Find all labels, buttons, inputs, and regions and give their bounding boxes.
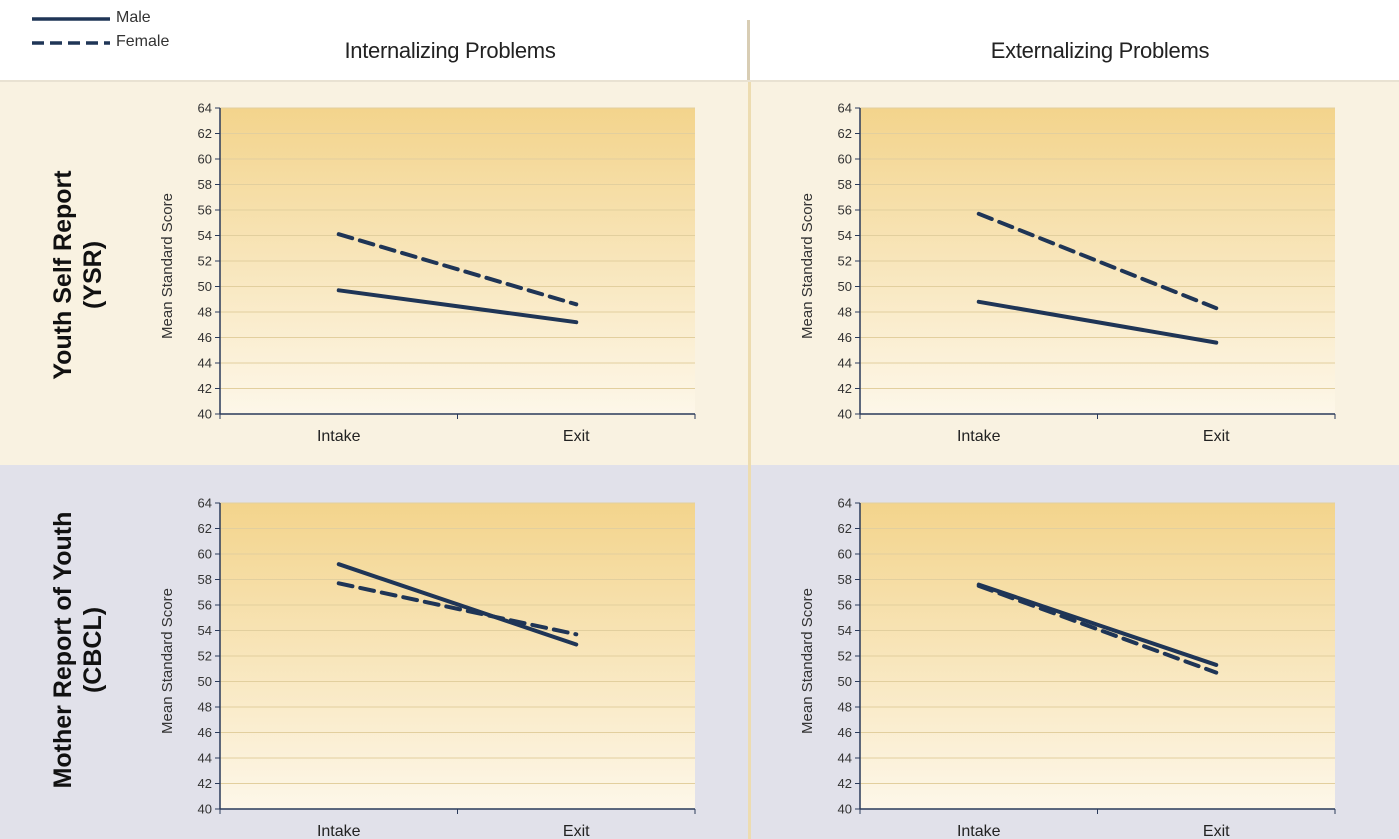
y-tick-label: 62 xyxy=(198,126,212,141)
y-tick-label: 44 xyxy=(198,751,212,766)
y-tick-label: 56 xyxy=(838,203,852,218)
legend-swatch-solid xyxy=(32,17,110,21)
y-tick-label: 46 xyxy=(198,725,212,740)
y-tick-label: 50 xyxy=(198,674,212,689)
legend: Male Female xyxy=(30,8,190,52)
y-tick-label: 58 xyxy=(838,177,852,192)
chart-panel-ysr-externalizing: Mean Standard Score 40 42 44 46 48 50 52 54 56 58… xyxy=(790,95,1350,455)
chart-plot-ysr-externalizing: 40 42 44 46 48 50 52 54 56 58 60 62 64 Intake Exit xyxy=(838,101,1336,445)
y-tick-label: 44 xyxy=(198,356,212,371)
series-line-male xyxy=(336,288,579,325)
y-tick-label: 54 xyxy=(198,228,212,243)
y-tick-label: 48 xyxy=(838,305,852,320)
chart-plot-cbcl-externalizing: 40 42 44 46 48 50 52 54 56 58 60 62 64 Intake Exit xyxy=(838,496,1336,839)
x-tick-label-exit: Exit xyxy=(563,428,590,445)
chart-panel-ysr-internalizing: Mean Standard Score 40 42 44 46 48 50 52 54 56 58… xyxy=(150,95,710,455)
row-label-cbcl-line1: Mother Report of Youth xyxy=(49,511,77,789)
y-tick-label: 62 xyxy=(198,521,212,536)
series-line-male xyxy=(336,562,579,647)
y-tick-label: 50 xyxy=(198,279,212,294)
y-tick-label: 42 xyxy=(838,381,852,396)
x-tick-label-intake: Intake xyxy=(957,428,1001,445)
series-line-female xyxy=(976,583,1219,675)
y-tick-label: 42 xyxy=(198,776,212,791)
y-tick-label: 48 xyxy=(838,700,852,715)
legend-item-male: Male xyxy=(30,8,190,28)
y-tick-label: 40 xyxy=(198,802,212,817)
row-label-cbcl: Mother Report of Youth (CBCL) xyxy=(48,495,112,805)
y-tick-label: 56 xyxy=(198,598,212,613)
y-tick-label: 60 xyxy=(838,152,852,167)
y-tick-label: 42 xyxy=(198,381,212,396)
y-tick-label: 64 xyxy=(198,496,212,511)
x-tick-label-exit: Exit xyxy=(1203,823,1230,839)
x-tick-label-intake: Intake xyxy=(317,428,361,445)
y-tick-label: 40 xyxy=(838,802,852,817)
series-line-female xyxy=(976,211,1219,311)
row-label-cbcl-line2: (CBCL) xyxy=(79,606,107,694)
y-tick-label: 44 xyxy=(838,356,852,371)
chart-panel-cbcl-externalizing: Mean Standard Score 40 42 44 46 48 50 52 54 56 58… xyxy=(790,490,1350,839)
column-header-externalizing: Externalizing Problems xyxy=(990,38,1210,63)
y-tick-label: 42 xyxy=(838,776,852,791)
y-tick-label: 64 xyxy=(838,101,852,116)
column-header-internalizing: Internalizing Problems xyxy=(344,38,556,63)
x-tick-label-intake: Intake xyxy=(957,823,1001,839)
y-tick-label: 64 xyxy=(198,101,212,116)
y-tick-label: 58 xyxy=(198,572,212,587)
y-tick-label: 52 xyxy=(838,254,852,269)
legend-label-female: Female xyxy=(116,33,170,50)
y-tick-label: 48 xyxy=(198,305,212,320)
row-label-ysr-line1: Youth Self Report xyxy=(49,170,77,380)
y-tick-label: 52 xyxy=(198,254,212,269)
chart-panel-cbcl-internalizing: Mean Standard Score 40 42 44 46 48 50 52 54 56 58… xyxy=(150,490,710,839)
y-tick-label: 48 xyxy=(198,700,212,715)
y-tick-label: 54 xyxy=(198,623,212,638)
y-tick-label: 52 xyxy=(198,649,212,664)
header-divider xyxy=(747,20,750,80)
x-tick-label-exit: Exit xyxy=(563,823,590,839)
y-tick-label: 40 xyxy=(198,407,212,422)
column-divider xyxy=(748,82,751,839)
y-tick-label: 46 xyxy=(198,330,212,345)
y-tick-label: 54 xyxy=(838,623,852,638)
chart-plot-cbcl-internalizing: 40 42 44 46 48 50 52 54 56 58 60 62 64 Intake Exit xyxy=(198,496,696,839)
y-tick-label: 54 xyxy=(838,228,852,243)
y-tick-label: 62 xyxy=(838,521,852,536)
y-tick-label: 60 xyxy=(198,547,212,562)
y-tick-label: 58 xyxy=(198,177,212,192)
y-tick-label: 58 xyxy=(838,572,852,587)
y-tick-label: 60 xyxy=(198,152,212,167)
series-line-female xyxy=(336,581,579,637)
y-tick-label: 62 xyxy=(838,126,852,141)
y-tick-label: 56 xyxy=(198,203,212,218)
y-tick-label: 46 xyxy=(838,725,852,740)
row-label-ysr: Youth Self Report (YSR) xyxy=(48,140,112,410)
y-tick-label: 50 xyxy=(838,279,852,294)
series-line-male xyxy=(976,299,1219,345)
y-tick-label: 56 xyxy=(838,598,852,613)
legend-item-female: Female xyxy=(30,32,190,52)
row-label-ysr-line2: (YSR) xyxy=(79,240,107,310)
y-tick-label: 50 xyxy=(838,674,852,689)
series-line-male xyxy=(976,582,1219,667)
x-tick-label-intake: Intake xyxy=(317,823,361,839)
x-tick-label-exit: Exit xyxy=(1203,428,1230,445)
y-tick-label: 52 xyxy=(838,649,852,664)
legend-label-male: Male xyxy=(116,9,151,26)
y-tick-label: 46 xyxy=(838,330,852,345)
y-tick-label: 64 xyxy=(838,496,852,511)
y-tick-label: 44 xyxy=(838,751,852,766)
y-tick-label: 60 xyxy=(838,547,852,562)
y-tick-label: 40 xyxy=(838,407,852,422)
legend-swatch-dashed xyxy=(32,41,110,45)
series-line-female xyxy=(336,232,579,307)
chart-plot-ysr-internalizing: 40 42 44 46 48 50 52 54 56 58 60 62 64 Intake Exit xyxy=(198,101,696,445)
